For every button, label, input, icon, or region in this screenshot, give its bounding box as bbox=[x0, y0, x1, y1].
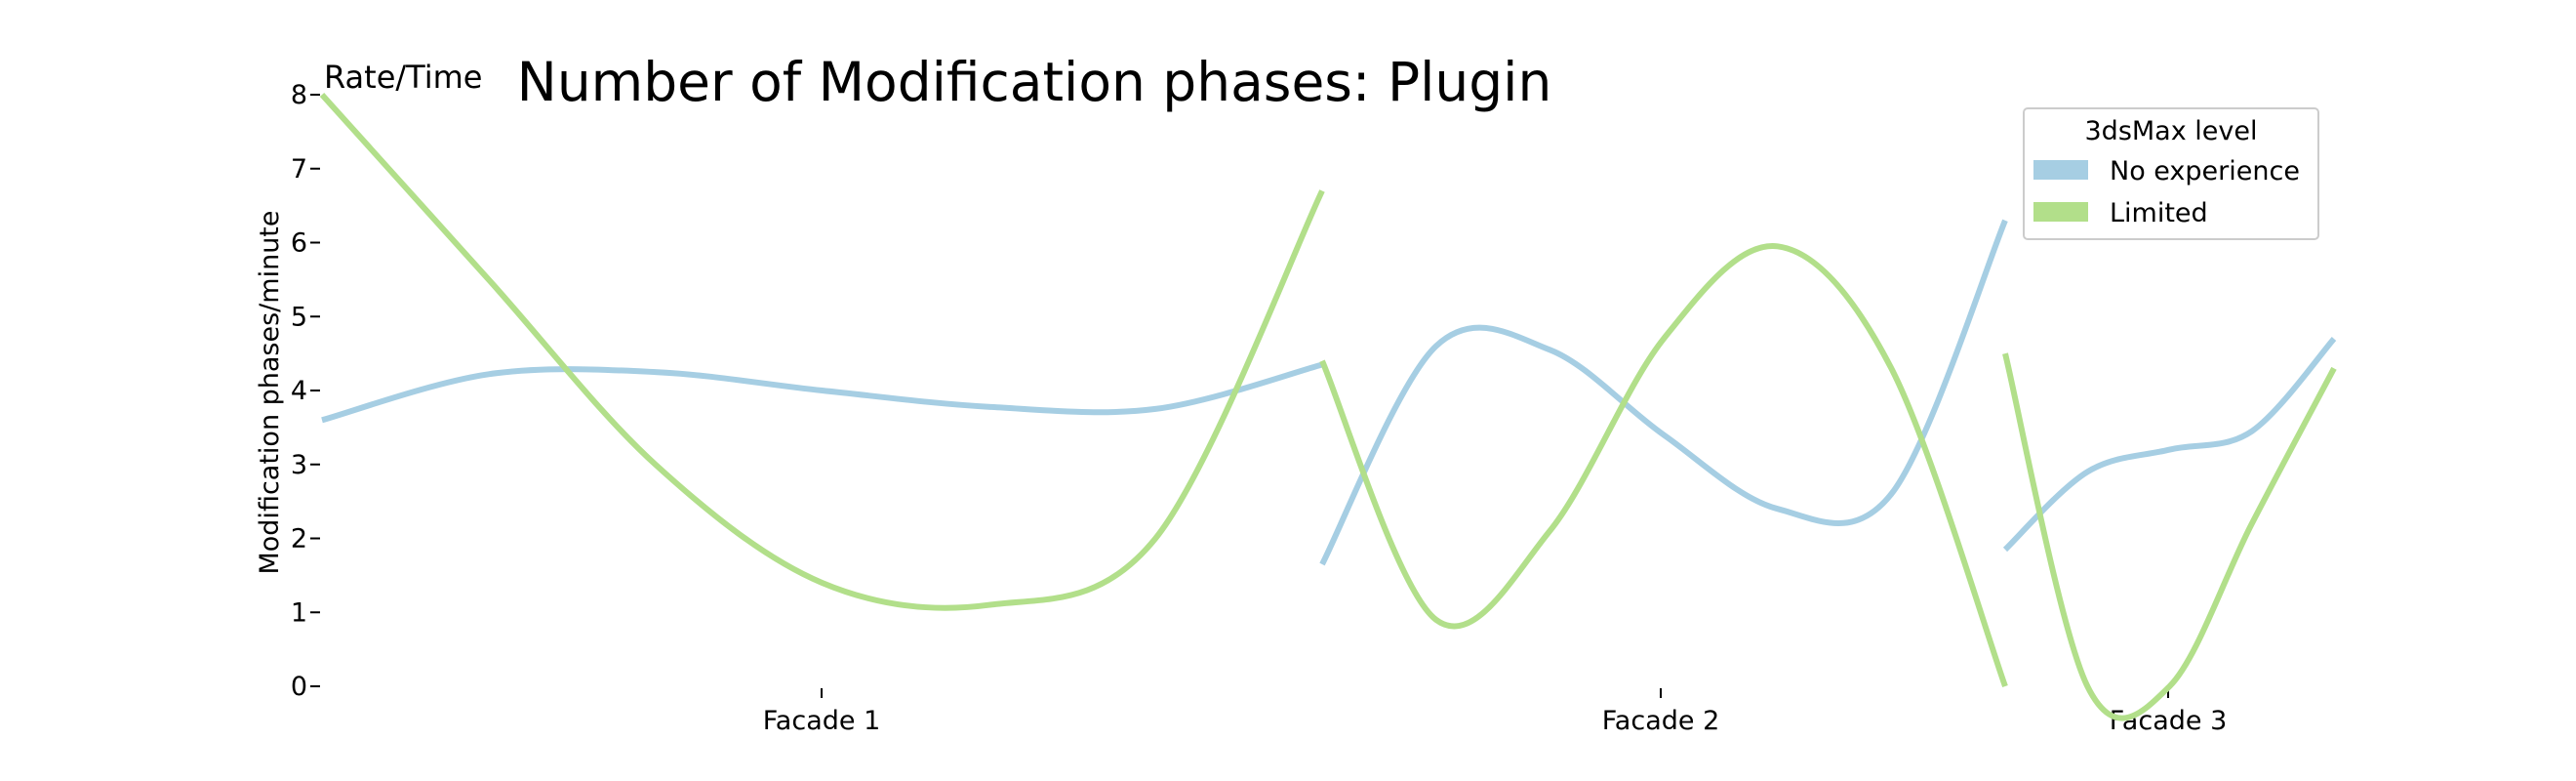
legend-title: 3dsMax level bbox=[2085, 116, 2258, 146]
x-tick-label: Facade 1 bbox=[763, 706, 881, 736]
series-line-no-experience-2 bbox=[1319, 219, 2008, 566]
series-line-no-experience-3 bbox=[2002, 337, 2337, 553]
y-axis-label: Modification phases/minute bbox=[255, 210, 285, 574]
y-tick-label: 5 bbox=[291, 302, 307, 332]
legend-label-no-experience: No experience bbox=[2110, 156, 2300, 186]
x-axis: Facade 1 Facade 2 Facade 3 bbox=[763, 688, 2228, 736]
y-tick-label: 2 bbox=[291, 524, 307, 555]
y-axis: 0 1 2 3 4 5 6 7 8 bbox=[291, 80, 320, 702]
legend-swatch-no-experience bbox=[2033, 160, 2088, 180]
legend: 3dsMax level No experience Limited bbox=[2023, 107, 2319, 240]
legend-swatch-limited bbox=[2033, 202, 2088, 222]
x-tick-label: Facade 3 bbox=[2110, 706, 2228, 736]
y-tick-label: 4 bbox=[291, 376, 307, 406]
legend-box bbox=[2023, 107, 2319, 240]
chart-title: Number of Modification phases: Plugin bbox=[517, 51, 1552, 113]
series-line-limited-1 bbox=[319, 92, 1325, 611]
y-tick-label: 7 bbox=[291, 154, 307, 185]
x-tick-label: Facade 2 bbox=[1602, 706, 1720, 736]
y-tick-label: 3 bbox=[291, 450, 307, 480]
series-line-no-experience-1 bbox=[321, 361, 1323, 424]
legend-label-limited: Limited bbox=[2110, 198, 2208, 228]
series-line-limited-2 bbox=[1319, 243, 2008, 688]
corner-label: Rate/Time bbox=[324, 59, 482, 96]
y-tick-label: 8 bbox=[291, 80, 307, 110]
plot-lines bbox=[319, 92, 2337, 721]
series-line-limited-3 bbox=[2002, 352, 2337, 721]
y-tick-label: 6 bbox=[291, 228, 307, 259]
y-tick-label: 1 bbox=[291, 597, 307, 628]
y-tick-label: 0 bbox=[291, 672, 307, 702]
